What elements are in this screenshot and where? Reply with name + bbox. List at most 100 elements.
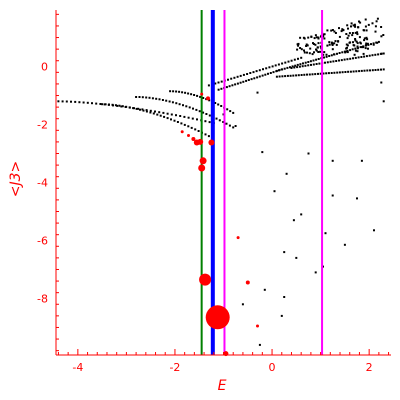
black-data-point bbox=[380, 81, 383, 84]
black-data-point bbox=[242, 80, 245, 83]
black-data-point bbox=[380, 68, 382, 71]
black-data-point bbox=[290, 59, 293, 62]
black-data-point bbox=[290, 67, 293, 69]
black-data-point bbox=[250, 78, 253, 81]
black-data-point bbox=[382, 68, 385, 71]
red-data-point bbox=[199, 273, 212, 286]
black-data-point bbox=[195, 108, 198, 111]
black-data-point bbox=[271, 65, 274, 68]
black-data-point bbox=[116, 104, 119, 107]
black-data-point bbox=[184, 91, 187, 94]
black-data-point bbox=[217, 103, 220, 106]
black-data-point bbox=[156, 113, 159, 116]
black-data-point bbox=[372, 43, 375, 46]
black-data-point bbox=[232, 111, 235, 114]
black-data-point bbox=[333, 42, 336, 45]
black-data-point bbox=[104, 103, 107, 106]
black-data-point bbox=[319, 50, 322, 53]
black-data-point bbox=[181, 91, 184, 94]
black-data-point bbox=[359, 41, 362, 44]
black-data-point bbox=[305, 45, 308, 47]
black-data-point bbox=[285, 172, 288, 175]
black-data-point bbox=[202, 111, 205, 114]
red-data-point bbox=[256, 324, 259, 328]
black-data-point bbox=[324, 61, 326, 64]
black-data-point bbox=[191, 117, 194, 120]
black-data-point bbox=[364, 47, 367, 50]
black-data-point bbox=[114, 104, 117, 107]
black-data-point bbox=[258, 343, 261, 346]
black-data-point bbox=[365, 29, 368, 32]
black-data-point bbox=[278, 69, 281, 72]
black-data-point bbox=[352, 41, 354, 44]
black-data-point bbox=[364, 18, 367, 21]
black-data-point bbox=[158, 111, 161, 114]
black-data-point bbox=[283, 251, 286, 254]
black-data-point bbox=[313, 51, 315, 54]
black-data-point bbox=[137, 107, 140, 110]
black-data-point bbox=[297, 42, 300, 45]
black-data-point bbox=[366, 38, 369, 41]
black-data-point bbox=[302, 62, 304, 65]
black-data-point bbox=[323, 33, 326, 36]
black-data-point bbox=[95, 102, 98, 105]
black-data-point bbox=[349, 41, 352, 44]
black-data-point bbox=[311, 53, 314, 56]
black-data-point bbox=[154, 110, 156, 113]
black-data-point bbox=[304, 64, 307, 67]
black-data-point bbox=[360, 56, 363, 58]
black-data-point bbox=[330, 72, 333, 74]
black-data-point bbox=[334, 32, 337, 34]
black-data-point bbox=[336, 71, 339, 74]
black-data-point bbox=[363, 37, 366, 40]
black-data-point bbox=[359, 46, 362, 49]
red-data-point bbox=[200, 92, 204, 96]
red-data-point bbox=[187, 134, 190, 137]
black-data-point bbox=[330, 41, 333, 44]
red-data-point bbox=[236, 236, 240, 240]
black-data-point bbox=[327, 72, 330, 75]
black-data-point bbox=[208, 121, 211, 124]
black-data-point bbox=[326, 44, 329, 47]
black-data-point bbox=[356, 50, 359, 53]
black-data-point bbox=[155, 97, 158, 100]
black-data-point bbox=[322, 33, 325, 36]
black-data-point bbox=[365, 42, 368, 45]
black-data-point bbox=[317, 58, 320, 60]
black-data-point bbox=[365, 44, 368, 47]
y-tick-label: 0 bbox=[41, 61, 48, 74]
black-data-point bbox=[295, 74, 298, 77]
black-data-point bbox=[179, 115, 182, 117]
black-data-point bbox=[349, 49, 352, 52]
black-data-point bbox=[371, 69, 374, 72]
black-data-point bbox=[286, 66, 289, 69]
black-data-point bbox=[296, 48, 299, 51]
black-data-point bbox=[310, 63, 312, 66]
black-data-point bbox=[283, 67, 286, 70]
black-data-point bbox=[362, 46, 365, 49]
black-data-point bbox=[293, 66, 296, 69]
black-data-point bbox=[128, 106, 131, 109]
y-tick-label: -8 bbox=[37, 292, 48, 305]
black-data-point bbox=[352, 70, 355, 73]
black-data-point bbox=[372, 42, 375, 45]
black-data-point bbox=[269, 72, 272, 74]
black-data-point bbox=[294, 64, 297, 67]
black-data-point bbox=[220, 105, 223, 107]
black-data-point bbox=[363, 39, 366, 42]
black-data-point bbox=[217, 81, 220, 84]
black-data-point bbox=[357, 56, 360, 59]
black-data-point bbox=[357, 26, 360, 29]
black-data-point bbox=[323, 51, 326, 54]
black-data-point bbox=[149, 111, 152, 114]
black-data-point bbox=[336, 52, 338, 55]
black-data-point bbox=[204, 120, 207, 123]
black-data-point bbox=[145, 96, 148, 99]
black-data-point bbox=[310, 35, 313, 38]
black-data-point bbox=[307, 64, 310, 67]
black-data-point bbox=[345, 50, 348, 53]
black-data-point bbox=[233, 76, 236, 79]
black-data-point bbox=[272, 71, 275, 74]
black-data-point bbox=[351, 48, 354, 51]
black-data-point bbox=[330, 29, 333, 32]
